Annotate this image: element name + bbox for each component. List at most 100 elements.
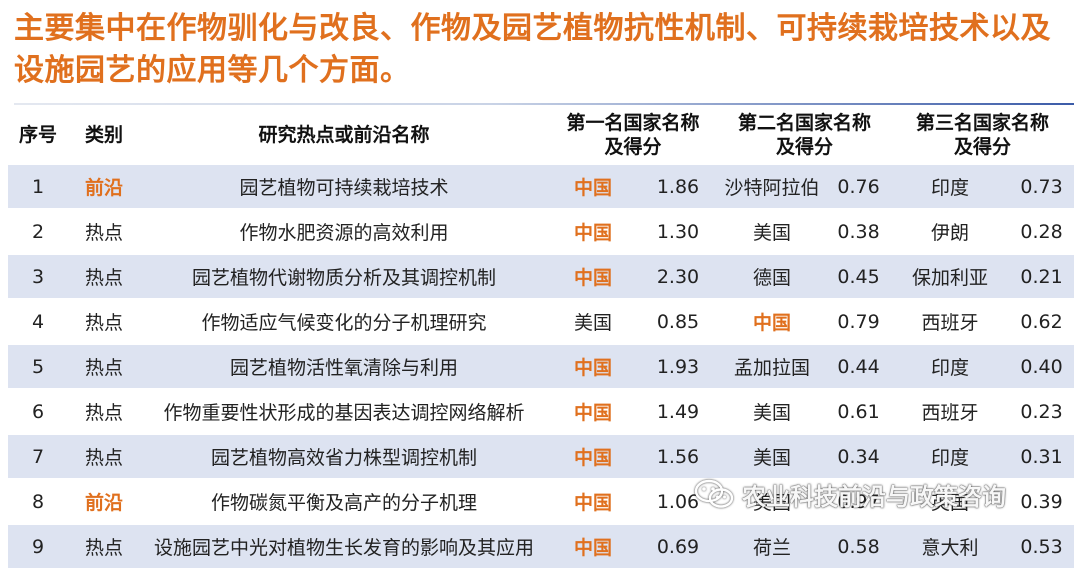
cell-topic: 设施园艺中光对植物生长发育的影响及其应用 — [140, 524, 548, 569]
cell-third-score: 0.62 — [1009, 299, 1075, 344]
cell-second-country: 德国 — [718, 254, 827, 299]
cell-third-score: 0.28 — [1009, 209, 1075, 254]
table-row: 5 热点 园艺植物活性氧清除与利用 中国 1.93 孟加拉国 0.44 印度 0.40 — [8, 344, 1075, 389]
cell-second-score: 0.79 — [826, 299, 892, 344]
cell-category: 热点 — [68, 344, 140, 389]
cell-third-country: 保加利亚 — [891, 254, 1010, 299]
cell-topic: 作物适应气候变化的分子机理研究 — [140, 299, 548, 344]
header-third-line2: 及得分 — [954, 135, 1012, 158]
cell-third-score: 0.39 — [1009, 479, 1075, 524]
cell-third-country: 印度 — [891, 434, 1010, 479]
cell-category: 前沿 — [68, 163, 140, 209]
cell-topic: 作物重要性状形成的基因表达调控网络解析 — [140, 389, 548, 434]
header-first: 第一名国家名称 及得分 — [548, 106, 718, 164]
table-row: 7 热点 园艺植物高效省力株型调控机制 中国 1.56 美国 0.34 印度 0.31 — [8, 434, 1075, 479]
cell-first-score: 1.49 — [638, 389, 719, 434]
cell-second-country: 荷兰 — [718, 524, 827, 569]
cell-second-country: 美国 — [718, 434, 827, 479]
cell-seq: 8 — [8, 479, 68, 524]
cell-topic: 园艺植物可持续栽培技术 — [140, 163, 548, 209]
cell-first-country: 中国 — [548, 254, 638, 299]
cell-first-score: 1.86 — [638, 163, 719, 209]
cell-category: 热点 — [68, 209, 140, 254]
cell-seq: 5 — [8, 344, 68, 389]
table-row: 9 热点 设施园艺中光对植物生长发育的影响及其应用 中国 0.69 荷兰 0.58 意大利 0.… — [8, 524, 1075, 569]
cell-second-country: 中国 — [718, 299, 827, 344]
table-row: 1 前沿 园艺植物可持续栽培技术 中国 1.86 沙特阿拉伯 0.76 印度 0.73 — [8, 163, 1075, 209]
cell-third-country: 英国 — [891, 479, 1010, 524]
cell-second-country: 孟加拉国 — [718, 344, 827, 389]
cell-seq: 4 — [8, 299, 68, 344]
cell-topic: 园艺植物代谢物质分析及其调控机制 — [140, 254, 548, 299]
cell-first-score: 0.85 — [638, 299, 719, 344]
cell-second-score: 0.44 — [826, 344, 892, 389]
cell-second-score: 0.58 — [826, 524, 892, 569]
cell-second-country: 沙特阿拉伯 — [718, 163, 827, 209]
cell-seq: 6 — [8, 389, 68, 434]
table-row: 6 热点 作物重要性状形成的基因表达调控网络解析 中国 1.49 美国 0.61 西班牙 0.2… — [8, 389, 1075, 434]
header-first-line1: 第一名国家名称 — [566, 111, 700, 134]
cell-second-score: 0.97 — [826, 479, 892, 524]
cell-seq: 1 — [8, 163, 68, 209]
cell-first-country: 中国 — [548, 434, 638, 479]
cell-first-score: 2.30 — [638, 254, 719, 299]
cell-seq: 2 — [8, 209, 68, 254]
cell-category: 热点 — [68, 254, 140, 299]
header-topic: 研究热点或前沿名称 — [258, 123, 430, 146]
header-second: 第二名国家名称 及得分 — [718, 106, 891, 164]
cell-second-score: 0.76 — [826, 163, 892, 209]
header-second-line2: 及得分 — [776, 135, 834, 158]
cell-third-country: 伊朗 — [891, 209, 1010, 254]
cell-first-score: 1.56 — [638, 434, 719, 479]
cell-first-country: 中国 — [548, 524, 638, 569]
cell-third-score: 0.73 — [1009, 163, 1075, 209]
cell-category: 热点 — [68, 299, 140, 344]
page-headline: 主要集中在作物驯化与改良、作物及园艺植物抗性机制、可持续栽培技术以及设施园艺的应… — [14, 11, 1051, 88]
cell-category: 热点 — [68, 434, 140, 479]
cell-third-country: 印度 — [891, 163, 1010, 209]
cell-category: 热点 — [68, 524, 140, 569]
cell-first-country: 中国 — [548, 163, 638, 209]
cell-third-country: 意大利 — [891, 524, 1010, 569]
cell-first-country: 中国 — [548, 479, 638, 524]
cell-second-country: 美国 — [718, 209, 827, 254]
cell-second-score: 0.61 — [826, 389, 892, 434]
cell-seq: 3 — [8, 254, 68, 299]
cell-topic: 园艺植物活性氧清除与利用 — [140, 344, 548, 389]
cell-third-score: 0.21 — [1009, 254, 1075, 299]
hotspot-table: 序号 类别 研究热点或前沿名称 第一名国家名称 及得分 第二名国家名称 及得分 … — [8, 106, 1075, 570]
table-row: 3 热点 园艺植物代谢物质分析及其调控机制 中国 2.30 德国 0.45 保加利亚 0.21 — [8, 254, 1075, 299]
cell-first-score: 1.06 — [638, 479, 719, 524]
header-second-line1: 第二名国家名称 — [738, 111, 872, 134]
header-seq: 序号 — [18, 123, 57, 146]
cell-second-score: 0.34 — [826, 434, 892, 479]
cell-third-score: 0.23 — [1009, 389, 1075, 434]
cell-topic: 园艺植物高效省力株型调控机制 — [140, 434, 548, 479]
cell-third-score: 0.31 — [1009, 434, 1075, 479]
cell-second-score: 0.38 — [826, 209, 892, 254]
header-first-line2: 及得分 — [604, 135, 662, 158]
table-row: 8 前沿 作物碳氮平衡及高产的分子机理 中国 1.06 美国 0.97 英国 0.39 — [8, 479, 1075, 524]
table-row: 2 热点 作物水肥资源的高效利用 中国 1.30 美国 0.38 伊朗 0.28 — [8, 209, 1075, 254]
cell-third-country: 西班牙 — [891, 389, 1010, 434]
cell-topic: 作物水肥资源的高效利用 — [140, 209, 548, 254]
table-header-row: 序号 类别 研究热点或前沿名称 第一名国家名称 及得分 第二名国家名称 及得分 … — [8, 106, 1074, 164]
cell-second-country: 美国 — [718, 389, 827, 434]
cell-third-score: 0.40 — [1009, 344, 1075, 389]
cell-category: 前沿 — [68, 479, 140, 524]
cell-seq: 9 — [8, 524, 68, 569]
header-rule — [14, 103, 1074, 105]
cell-first-score: 0.69 — [638, 524, 719, 569]
cell-first-country: 美国 — [548, 299, 638, 344]
cell-second-score: 0.45 — [826, 254, 892, 299]
header-category: 类别 — [84, 123, 123, 146]
cell-first-country: 中国 — [548, 344, 638, 389]
cell-second-country: 美国 — [718, 479, 827, 524]
header-third-line1: 第三名国家名称 — [916, 111, 1050, 134]
cell-category: 热点 — [68, 389, 140, 434]
cell-first-country: 中国 — [548, 389, 638, 434]
cell-third-score: 0.53 — [1009, 524, 1075, 569]
cell-third-country: 西班牙 — [891, 299, 1010, 344]
table-body: 1 前沿 园艺植物可持续栽培技术 中国 1.86 沙特阿拉伯 0.76 印度 0.73 2 热点 作物… — [8, 163, 1075, 569]
cell-first-score: 1.30 — [638, 209, 719, 254]
